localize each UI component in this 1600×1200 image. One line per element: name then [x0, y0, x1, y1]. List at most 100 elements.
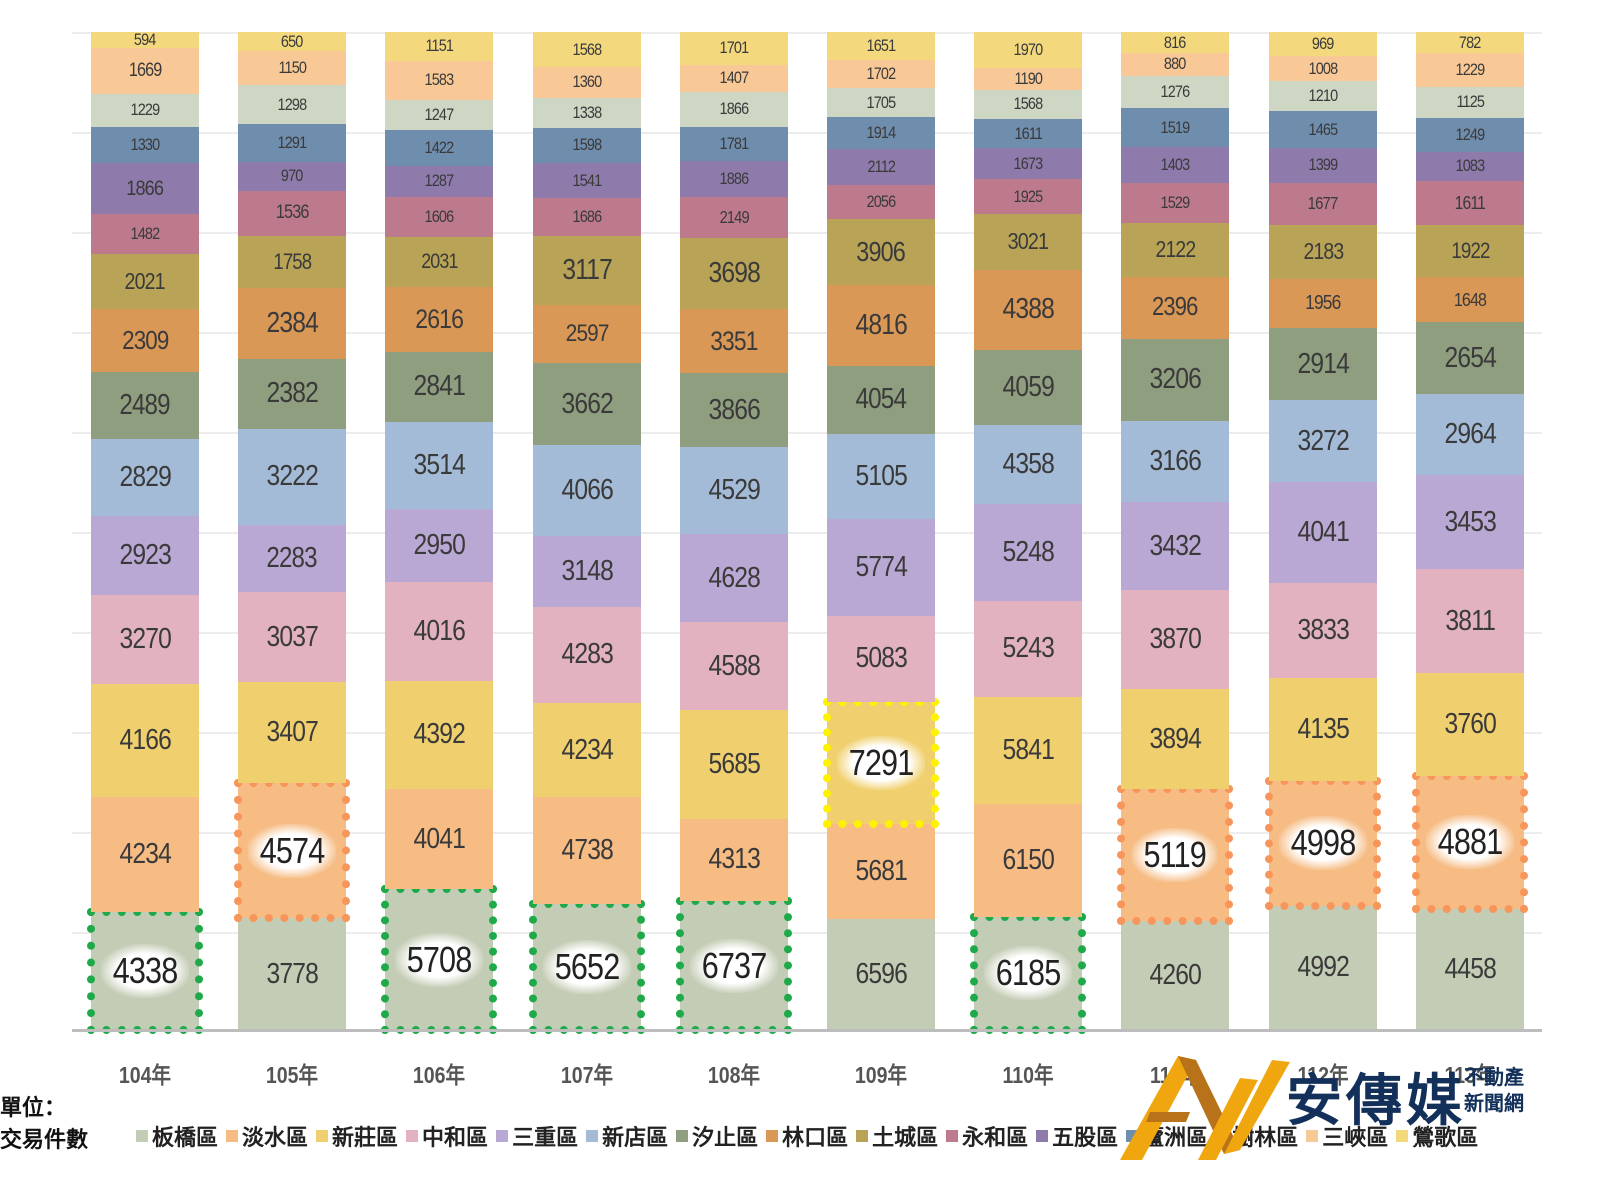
segment-value-label: 1705 [866, 92, 897, 112]
bar-segment: 816 [1121, 32, 1229, 54]
bar-segment: 1866 [91, 163, 199, 214]
bar-segment: 4066 [533, 445, 641, 537]
legend-swatch-icon [1036, 1130, 1049, 1142]
segment-value-label: 3906 [856, 235, 907, 267]
segment-value-label: 1083 [1455, 156, 1486, 176]
segment-value-label: 5774 [855, 551, 907, 584]
bar-segment: 3760 [1416, 673, 1524, 776]
segment-value-label: 4041 [413, 822, 465, 855]
unit-label-line2: 交易件數 [0, 1127, 89, 1152]
segment-value-label: 4738 [561, 833, 613, 866]
legend-swatch-icon [856, 1130, 869, 1142]
bar-segment: 1611 [974, 118, 1082, 149]
bar-segment: 3906 [827, 219, 935, 285]
segment-value-label: 3166 [1149, 444, 1201, 477]
segment-value-label: 5708 [394, 932, 484, 987]
segment-value-label: 3778 [266, 957, 318, 990]
segment-value-label: 1482 [130, 223, 161, 243]
legend-item: 土城區 [856, 1120, 938, 1152]
segment-value-label: 3698 [708, 257, 760, 290]
gridline [72, 132, 1542, 134]
segment-value-label: 1407 [719, 68, 750, 88]
legend-item: 五股區 [1036, 1120, 1118, 1152]
segment-value-label: 4529 [708, 473, 760, 506]
bar-segment: 880 [1121, 53, 1229, 76]
bar-112年: 4992 4998 4135 3833 4041 3272 2914 1956 2183 1677… [1265, 32, 1381, 1030]
bar-segment: 1229 [1416, 53, 1524, 87]
legend-swatch-icon [766, 1130, 779, 1142]
segment-value-label: 1866 [719, 99, 750, 119]
bar-segment: 3432 [1121, 502, 1229, 591]
segment-value-label: 4041 [1297, 515, 1349, 548]
segment-value-label: 1866 [126, 175, 165, 200]
segment-value-label: 2841 [413, 370, 465, 403]
segment-value-label: 6150 [1002, 843, 1054, 876]
bar-segment: 4992 [1269, 905, 1377, 1030]
segment-value-label: 970 [281, 166, 303, 186]
segment-value-label: 2489 [119, 388, 171, 421]
bar-108年: 6737 4313 5685 4588 4628 4529 3866 3351 3698 2149… [676, 32, 792, 1034]
segment-value-label: 4016 [413, 614, 465, 647]
gridline [72, 232, 1542, 234]
bar-segment: 1083 [1416, 151, 1524, 182]
legend-item: 板橋區 [136, 1120, 218, 1152]
bar-segment: 1686 [533, 197, 641, 236]
bar-segment: 5083 [827, 616, 935, 702]
legend-item: 汐止區 [676, 1120, 758, 1152]
segment-value-label: 594 [134, 30, 156, 50]
bar-segment: 2950 [385, 508, 493, 582]
segment-value-label: 2914 [1297, 347, 1349, 380]
bar-segment: 2396 [1121, 277, 1229, 339]
legend-item: 新莊區 [316, 1120, 398, 1152]
legend-swatch-icon [1306, 1130, 1319, 1142]
gridline [72, 732, 1542, 734]
legend-swatch-icon [946, 1130, 959, 1142]
segment-value-label: 650 [281, 31, 303, 51]
bar-segment: 1914 [827, 117, 935, 150]
bar-segment: 1701 [680, 32, 788, 65]
segment-value-label: 2112 [867, 156, 896, 176]
segment-value-label: 4392 [413, 718, 465, 751]
bar-segment: 2964 [1416, 394, 1524, 476]
segment-value-label: 2382 [266, 377, 318, 410]
segment-value-label: 1568 [572, 39, 603, 59]
bar-segment: 4738 [533, 797, 641, 904]
legend-label: 五股區 [1052, 1125, 1119, 1150]
segment-value-label: 4881 [1425, 815, 1515, 870]
bar-segment: 1249 [1416, 117, 1524, 152]
segment-value-label: 880 [1164, 54, 1186, 74]
segment-value-label: 1360 [572, 72, 603, 92]
segment-value-label: 1970 [1013, 40, 1044, 60]
x-axis-line [72, 1029, 1542, 1032]
bar-segment: 650 [238, 31, 346, 52]
segment-value-label: 1914 [866, 123, 897, 143]
bar-segment: 3021 [974, 214, 1082, 270]
bar-segment: 1287 [385, 165, 493, 198]
segment-value-label: 5083 [855, 642, 907, 675]
x-axis-tick-label: 106年 [412, 1062, 466, 1088]
segment-value-label: 5248 [1002, 536, 1054, 569]
segment-value-label: 3894 [1149, 722, 1201, 755]
bar-segment: 5243 [974, 600, 1082, 697]
bar-111年: 4260 5119 3894 3870 3432 3166 3206 2396 2122 1529… [1117, 32, 1233, 1030]
bar-109年: 6596 5681 7291 5083 5774 5105 4054 4816 3906 2056… [823, 32, 939, 1030]
legend-label: 林口區 [782, 1125, 849, 1150]
bar-segment: 4234 [91, 797, 199, 913]
bar-segment: 1886 [680, 161, 788, 198]
bar-segment: 1247 [385, 99, 493, 131]
segment-value-label: 1583 [424, 70, 455, 90]
segment-value-label: 2616 [415, 303, 464, 335]
bar-segment: 3148 [533, 536, 641, 607]
segment-value-label: 1519 [1160, 117, 1191, 137]
bar-segment: 3894 [1121, 689, 1229, 790]
bar-segment: 5774 [827, 519, 935, 617]
bar-segment: 2309 [91, 308, 199, 372]
legend-label: 三重區 [512, 1125, 579, 1150]
bar-segment: 4059 [974, 350, 1082, 425]
segment-value-label: 3514 [413, 448, 465, 481]
segment-value-label: 816 [1164, 32, 1186, 52]
bar-segment: 5248 [974, 504, 1082, 601]
bar-segment: 3270 [91, 595, 199, 685]
bar-segment: 3037 [238, 592, 346, 682]
bar-segment: 2654 [1416, 322, 1524, 395]
